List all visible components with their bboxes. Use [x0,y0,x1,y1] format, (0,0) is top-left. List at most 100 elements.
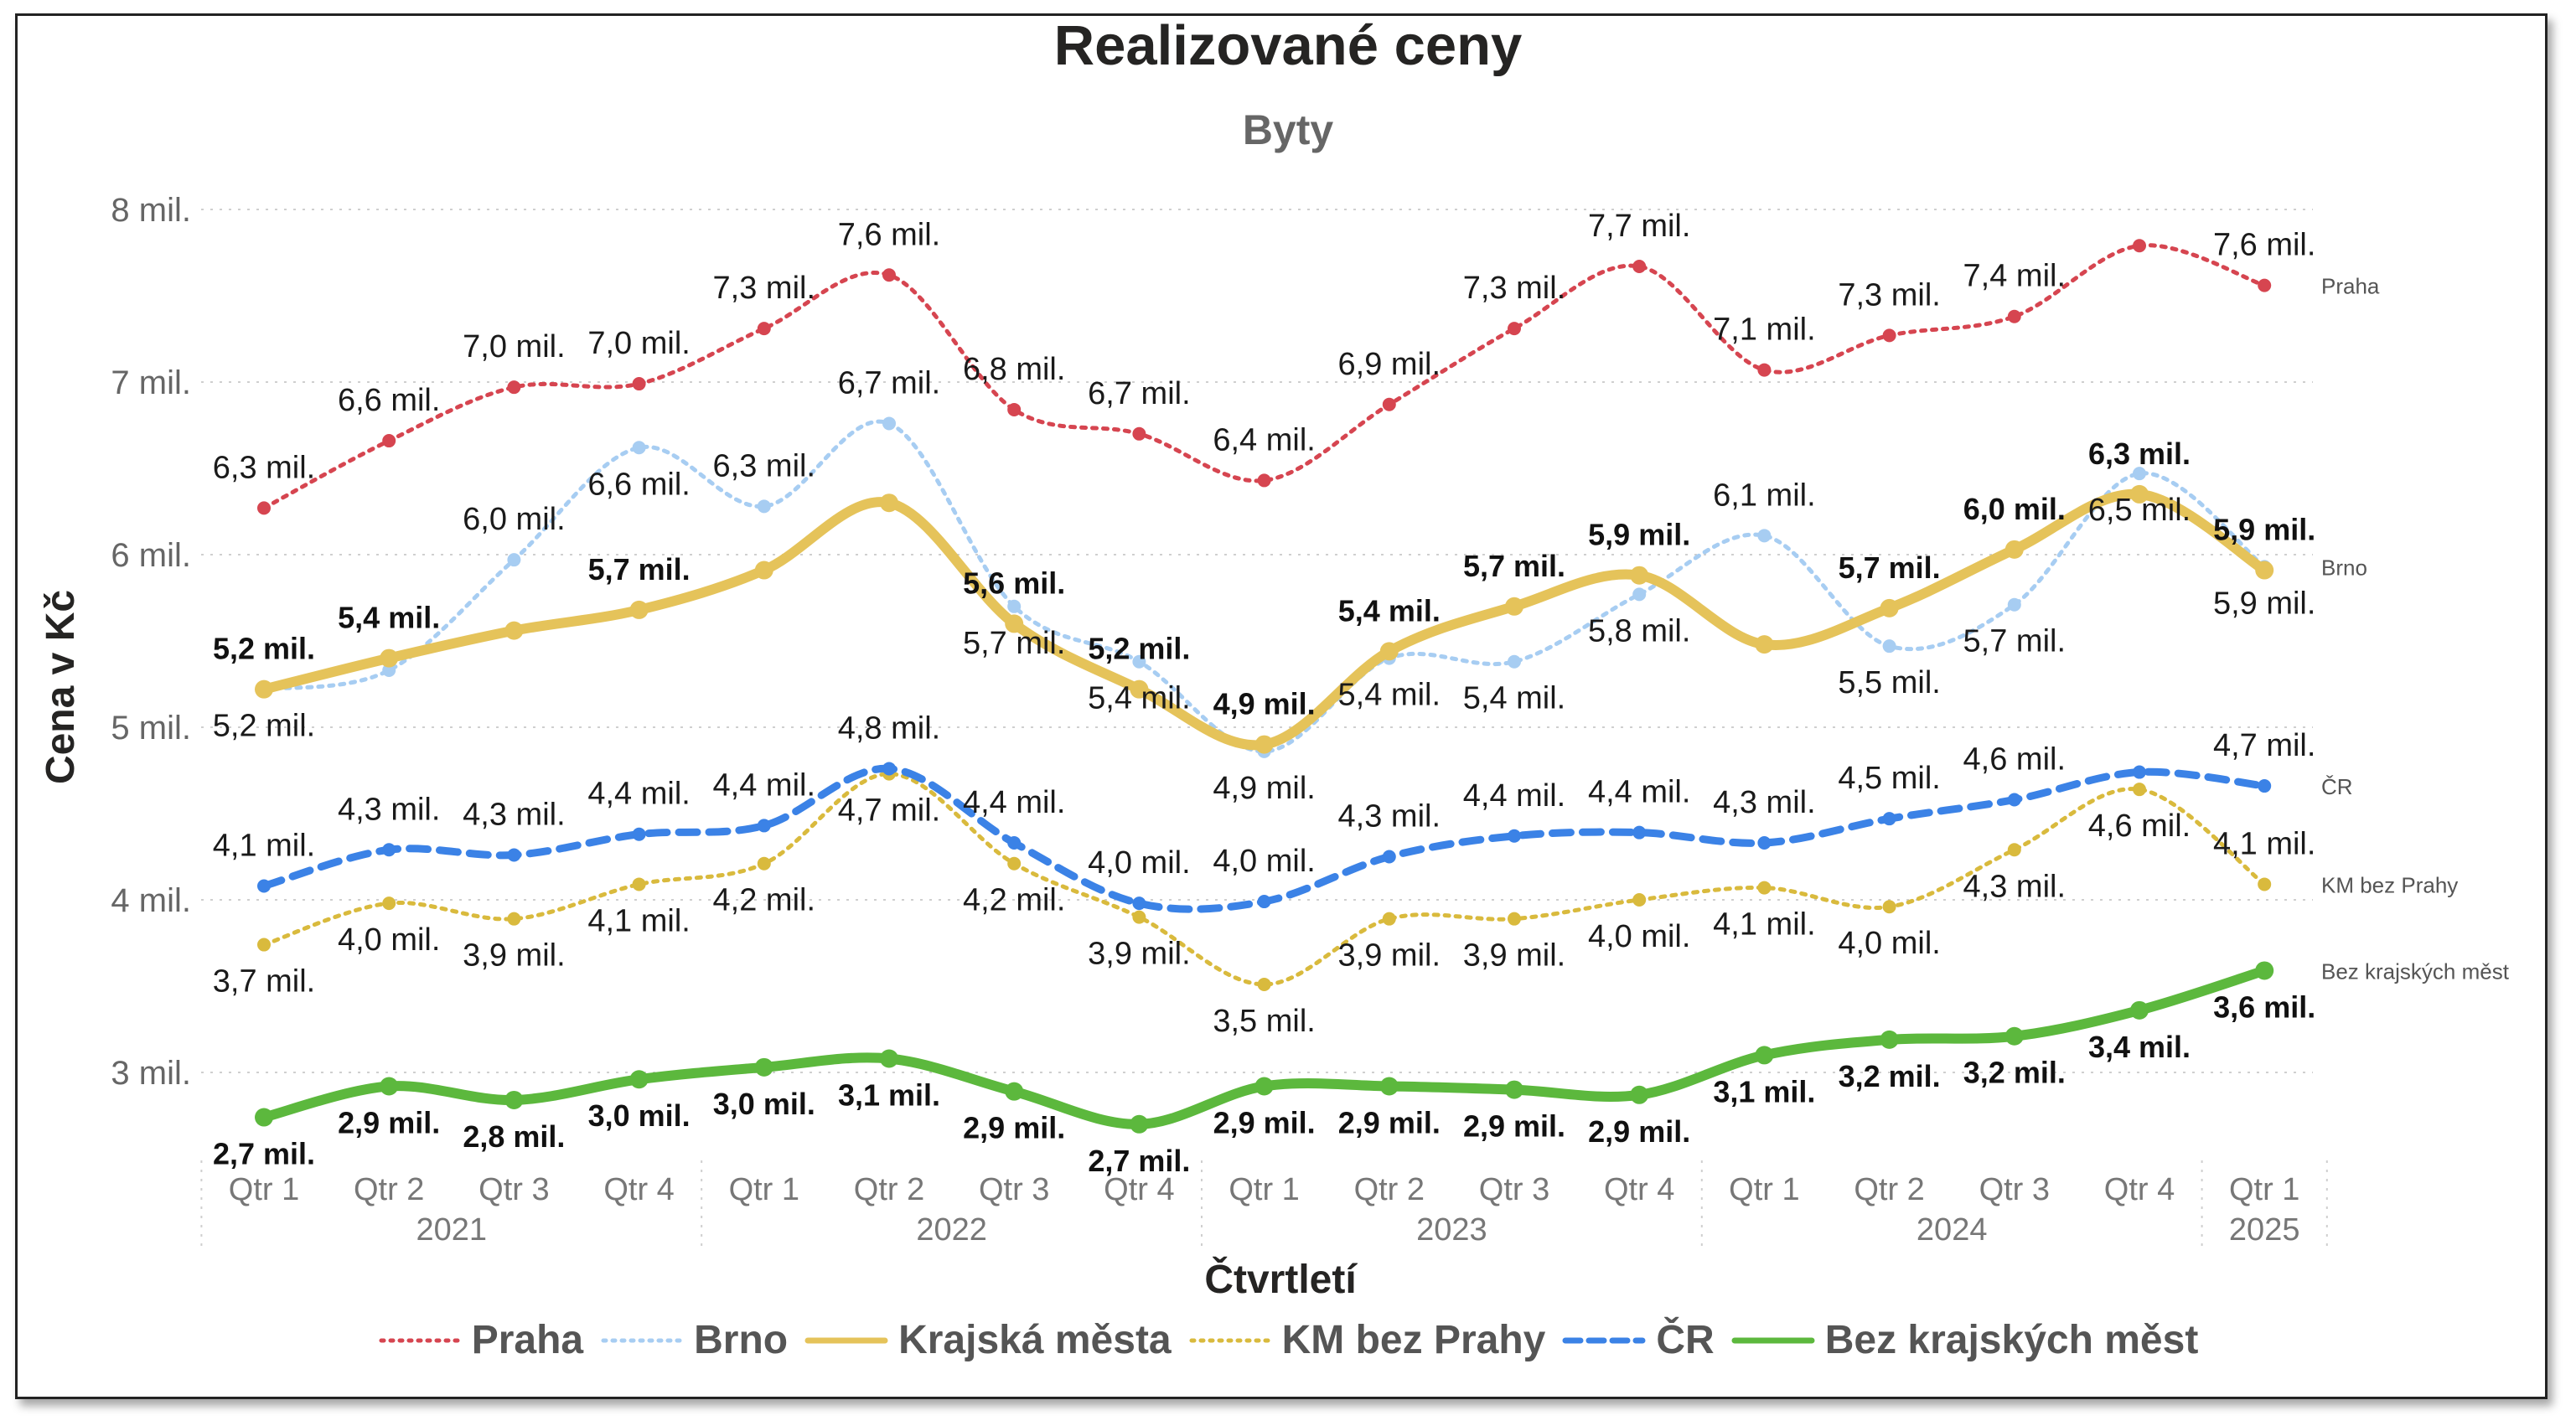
data-label: 7,3 mil. [713,271,815,306]
data-point [632,377,646,391]
data-label: 4,3 mil. [463,797,565,832]
data-point [757,322,771,336]
data-point [507,848,521,862]
data-point [382,896,396,911]
data-point [1630,566,1649,585]
data-point [2004,540,2024,559]
legend-item-km-bez-prahy: KM bez Prahy [1188,1317,1545,1363]
data-label: 6,0 mil. [463,502,565,537]
data-point [1508,912,1521,926]
data-point [257,938,271,952]
data-label: 3,9 mil. [463,938,565,974]
data-label: 7,0 mil. [587,326,690,361]
data-point [1882,328,1896,343]
data-point [1132,896,1146,911]
data-point [255,1108,273,1127]
data-point [2255,961,2274,980]
series-line-praha [261,243,2267,510]
data-label: 3,5 mil. [1213,1004,1315,1039]
x-tick-label: Qtr 4 [1604,1172,1674,1207]
data-label: 5,9 mil. [1588,518,1690,552]
x-tick-label: Qtr 1 [1729,1172,1799,1207]
data-label: 3,9 mil. [1338,938,1441,974]
data-point [2258,278,2272,292]
data-point [1880,1030,1899,1049]
data-point [1880,598,1899,617]
data-label: 5,7 mil. [588,552,691,586]
legend-label: Bez krajských měst [1824,1318,2199,1362]
legend-item-cr: ČR [1562,1317,1715,1363]
x-year-label: 2024 [1916,1212,1988,1248]
x-tick-label: Qtr 4 [1104,1172,1174,1207]
data-point [1257,977,1271,991]
data-point [504,1090,524,1109]
series-end-label: Brno [2321,555,2367,580]
data-point [1005,1082,1024,1101]
data-label: 3,1 mil. [838,1078,940,1113]
data-label: 4,6 mil. [1963,742,2066,778]
data-label: 4,6 mil. [2088,809,2191,844]
data-point [1007,856,1022,871]
data-point [1757,363,1772,377]
data-label: 5,4 mil. [1088,681,1190,716]
data-point [1882,812,1896,826]
legend-swatch [1731,1337,1815,1343]
data-label: 4,0 mil. [1088,845,1190,881]
legend: Praha Brno Krajská města KM bez Prahy ČR Bez … [0,1317,2576,1363]
data-label: 5,2 mil. [1088,632,1190,666]
data-point [882,268,896,282]
data-label: 5,9 mil. [2213,586,2315,621]
x-tick-label: Qtr 4 [2104,1172,2175,1207]
data-label: 5,4 mil. [338,601,440,635]
data-point [882,416,896,431]
data-point [2007,843,2021,857]
data-label: 4,0 mil. [338,922,440,958]
data-point [754,561,773,580]
data-label: 4,4 mil. [1588,775,1690,810]
data-point [255,679,273,699]
data-point [1130,679,1149,699]
data-point [1007,599,1022,613]
x-year-label: 2023 [1416,1212,1487,1248]
data-point [1757,836,1772,850]
legend-swatch [601,1338,683,1342]
data-label: 6,7 mil. [838,365,940,400]
data-label: 2,7 mil. [213,1137,315,1171]
data-point [2258,877,2272,891]
data-label: 2,9 mil. [1213,1105,1316,1139]
x-tick-label: Qtr 3 [478,1172,549,1207]
data-label: 6,4 mil. [1213,422,1315,457]
data-label: 4,0 mil. [1213,844,1315,879]
data-label: 7,6 mil. [2213,228,2315,263]
data-point [757,856,771,871]
data-point [629,1070,649,1089]
data-point [632,827,646,841]
data-label: 3,1 mil. [1713,1074,1815,1108]
x-axis-title: Čtvrtletí [1204,1256,1358,1302]
data-point [1757,881,1772,895]
data-point [1007,402,1022,416]
legend-swatch [1562,1337,1646,1343]
data-label: 4,0 mil. [1588,919,1690,954]
data-label: 4,5 mil. [1838,761,1940,796]
data-point [1007,836,1022,850]
data-label: 3,2 mil. [1963,1056,2066,1090]
data-label: 6,0 mil. [1963,492,2066,526]
data-label: 7,1 mil. [1713,313,1815,348]
data-point [1882,900,1896,914]
data-point [629,600,649,619]
chart-frame [15,13,2548,1399]
data-point [382,434,396,448]
x-year-label: 2021 [416,1212,488,1248]
x-tick-label: Qtr 2 [1354,1172,1425,1207]
data-label: 4,1 mil. [2213,826,2315,861]
x-tick-label: Qtr 3 [1979,1172,2050,1207]
data-point [2258,779,2272,793]
data-point [1505,1080,1523,1099]
data-label: 7,7 mil. [1588,209,1690,244]
data-label: 4,1 mil. [587,903,690,938]
legend-swatch [1189,1338,1271,1342]
data-label: 4,4 mil. [587,777,690,812]
data-point [1379,1077,1399,1096]
data-point [2133,783,2146,797]
